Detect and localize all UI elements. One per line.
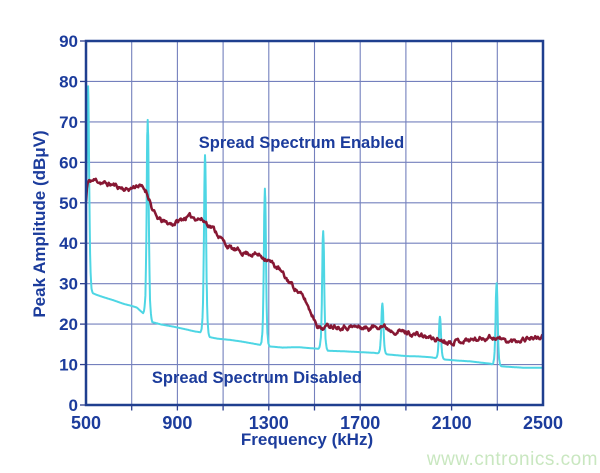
- tick-labels: 0 10 20 30 40 50 60 70 80 90 500 900 1300 1700 2100 250…: [59, 32, 563, 433]
- series-layer: [87, 85, 542, 369]
- watermark: www.cntronics.com: [426, 449, 598, 470]
- y-tick-label: 70: [59, 113, 78, 132]
- series-spread-spectrum-disabled-line: [87, 85, 542, 369]
- y-tick-label: 10: [59, 356, 78, 375]
- y-tick-label: 40: [59, 234, 78, 253]
- x-tick-label: 2100: [432, 413, 472, 433]
- x-axis-title: Frequency (kHz): [241, 430, 373, 449]
- y-tick-label: 30: [59, 275, 78, 294]
- y-tick-label: 50: [59, 194, 78, 213]
- y-tick-label: 80: [59, 72, 78, 91]
- annotation-spread-spectrum-enabled: Spread Spectrum Enabled: [199, 134, 404, 152]
- series-spread-spectrum-enabled-line: [87, 177, 542, 347]
- x-tick-label: 900: [162, 413, 192, 433]
- x-tick-label: 2500: [523, 413, 563, 433]
- y-axis-title: Peak Amplitude (dBμV): [30, 130, 49, 317]
- plot-frame: [80, 39, 545, 411]
- x-tick-label: 1700: [340, 413, 380, 433]
- y-tick-label: 60: [59, 153, 78, 172]
- y-tick-label: 0: [69, 396, 78, 415]
- grid-layer: [86, 41, 543, 405]
- annotation-spread-spectrum-disabled: Spread Spectrum Disabled: [152, 369, 362, 387]
- x-tick-label: 1300: [249, 413, 289, 433]
- x-tick-label: 500: [71, 413, 101, 433]
- y-tick-label: 20: [59, 315, 78, 334]
- y-tick-label: 90: [59, 32, 78, 51]
